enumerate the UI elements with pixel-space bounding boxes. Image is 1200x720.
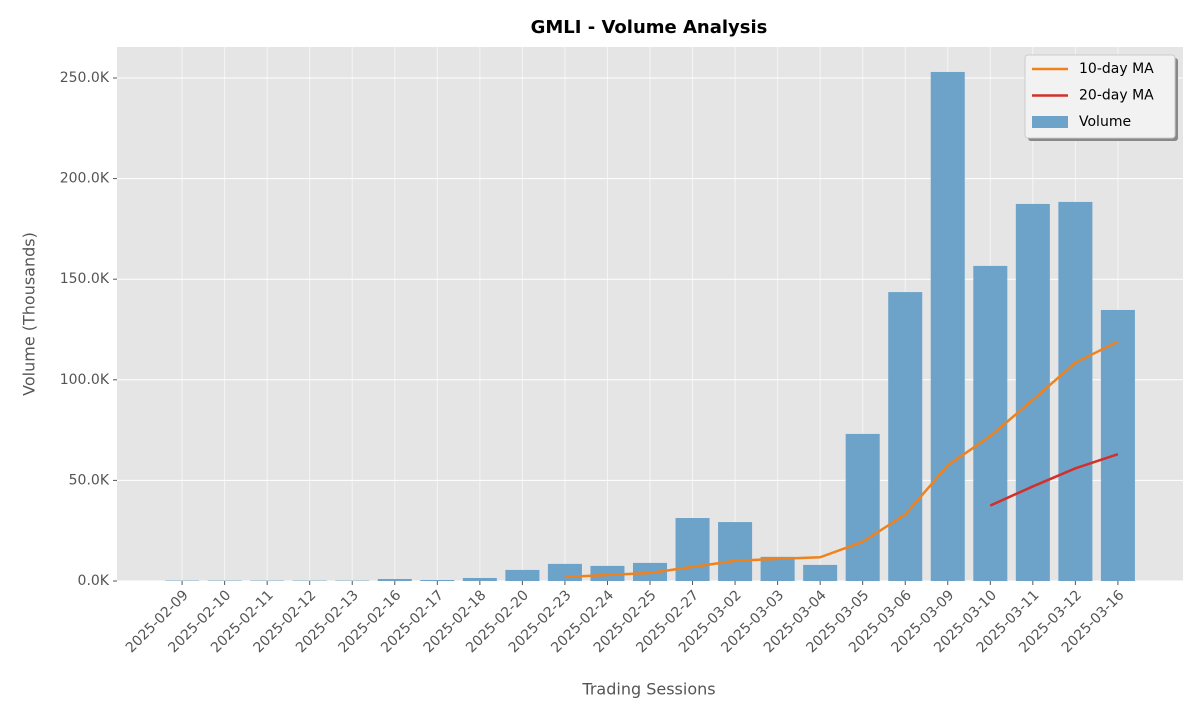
bars <box>165 71 1135 581</box>
y-tick-label: 250.0K <box>60 70 110 86</box>
legend-label: Volume <box>1079 114 1131 130</box>
lines <box>564 340 1119 579</box>
x-axis-label: Trading Sessions <box>581 680 715 699</box>
bar <box>505 569 540 581</box>
chart-title: GMLI - Volume Analysis <box>531 17 768 38</box>
bar <box>718 522 753 581</box>
bar <box>1015 203 1050 581</box>
bar <box>760 556 795 581</box>
y-tick-label: 150.0K <box>60 271 110 287</box>
bar <box>420 579 455 581</box>
ma-line <box>564 340 1119 579</box>
bar <box>930 71 965 581</box>
bar <box>1058 201 1093 581</box>
bar <box>675 518 710 581</box>
y-tick-label: 200.0K <box>60 171 110 187</box>
legend: 10-day MA 20-day MA Volume <box>1024 54 1178 141</box>
bar <box>888 292 923 581</box>
bar <box>547 563 582 581</box>
y-tick-label: 100.0K <box>60 372 110 388</box>
legend-label: 10-day MA <box>1079 61 1154 77</box>
legend-swatch <box>1032 116 1068 128</box>
y-tick-label: 0.0K <box>78 573 110 589</box>
bar <box>377 578 412 581</box>
bar <box>1100 309 1135 581</box>
legend-label: 20-day MA <box>1079 88 1154 104</box>
bar <box>973 265 1008 581</box>
y-axis-label: Volume (Thousands) <box>20 232 39 396</box>
ma-line <box>989 453 1119 507</box>
bar <box>590 565 625 581</box>
y-tick-label: 50.0K <box>69 472 110 488</box>
bar <box>803 564 838 581</box>
bar <box>462 577 497 581</box>
bar <box>845 433 880 581</box>
